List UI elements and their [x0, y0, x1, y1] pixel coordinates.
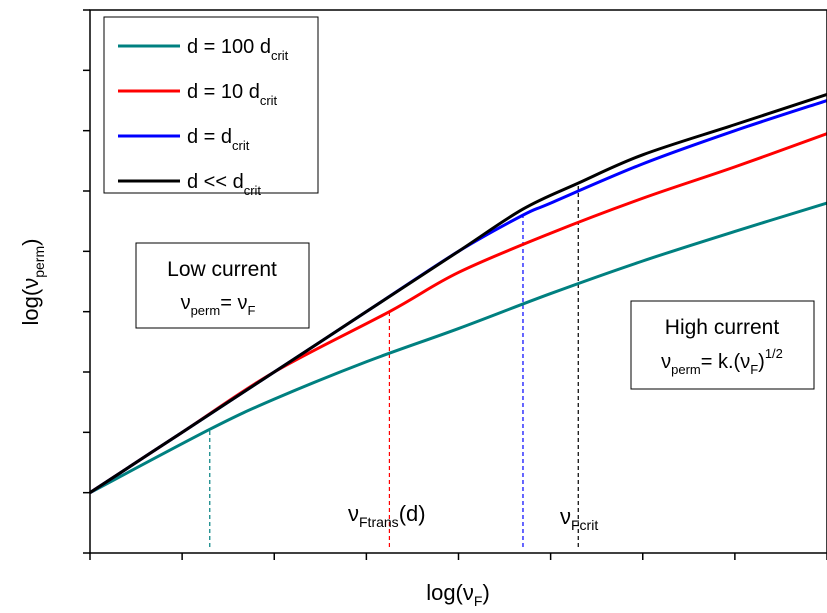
low-current-box: Low current νperm= νF — [135, 242, 310, 329]
axis-ticks — [83, 9, 827, 560]
series-line-4 — [89, 93, 827, 494]
legend-label-3: d = dcrit — [187, 126, 250, 153]
high-current-box: High current νperm= k.(νF)1/2 — [630, 300, 815, 390]
legend: d = 100 dcrit d = 10 dcrit d = dcrit d << d… — [103, 16, 319, 198]
low-current-formula: νperm= νF — [181, 292, 256, 318]
low-current-title: Low current — [167, 258, 277, 281]
legend-label-4: d << dcrit — [187, 171, 261, 198]
high-current-frame — [630, 300, 815, 390]
series-lines — [89, 93, 827, 494]
high-current-formula: νperm= k.(νF)1/2 — [661, 346, 783, 377]
legend-label-1: d = 100 dcrit — [187, 36, 289, 63]
series-line-1 — [89, 201, 827, 494]
x-axis-label: log(νF) — [426, 580, 490, 609]
legend-label-2: d = 10 dcrit — [187, 81, 278, 108]
plot-frame — [89, 9, 827, 554]
legend-items: d = 100 dcrit d = 10 dcrit d = dcrit d << d… — [118, 36, 289, 198]
high-current-title: High current — [665, 316, 780, 339]
annotation-ftrans: νFtrans(d) — [348, 501, 426, 530]
vertical-markers — [209, 183, 579, 547]
y-axis-label: log(νperm) — [18, 239, 47, 326]
low-current-frame — [135, 242, 310, 329]
annotation-fcrit: νFcrit — [560, 504, 598, 533]
